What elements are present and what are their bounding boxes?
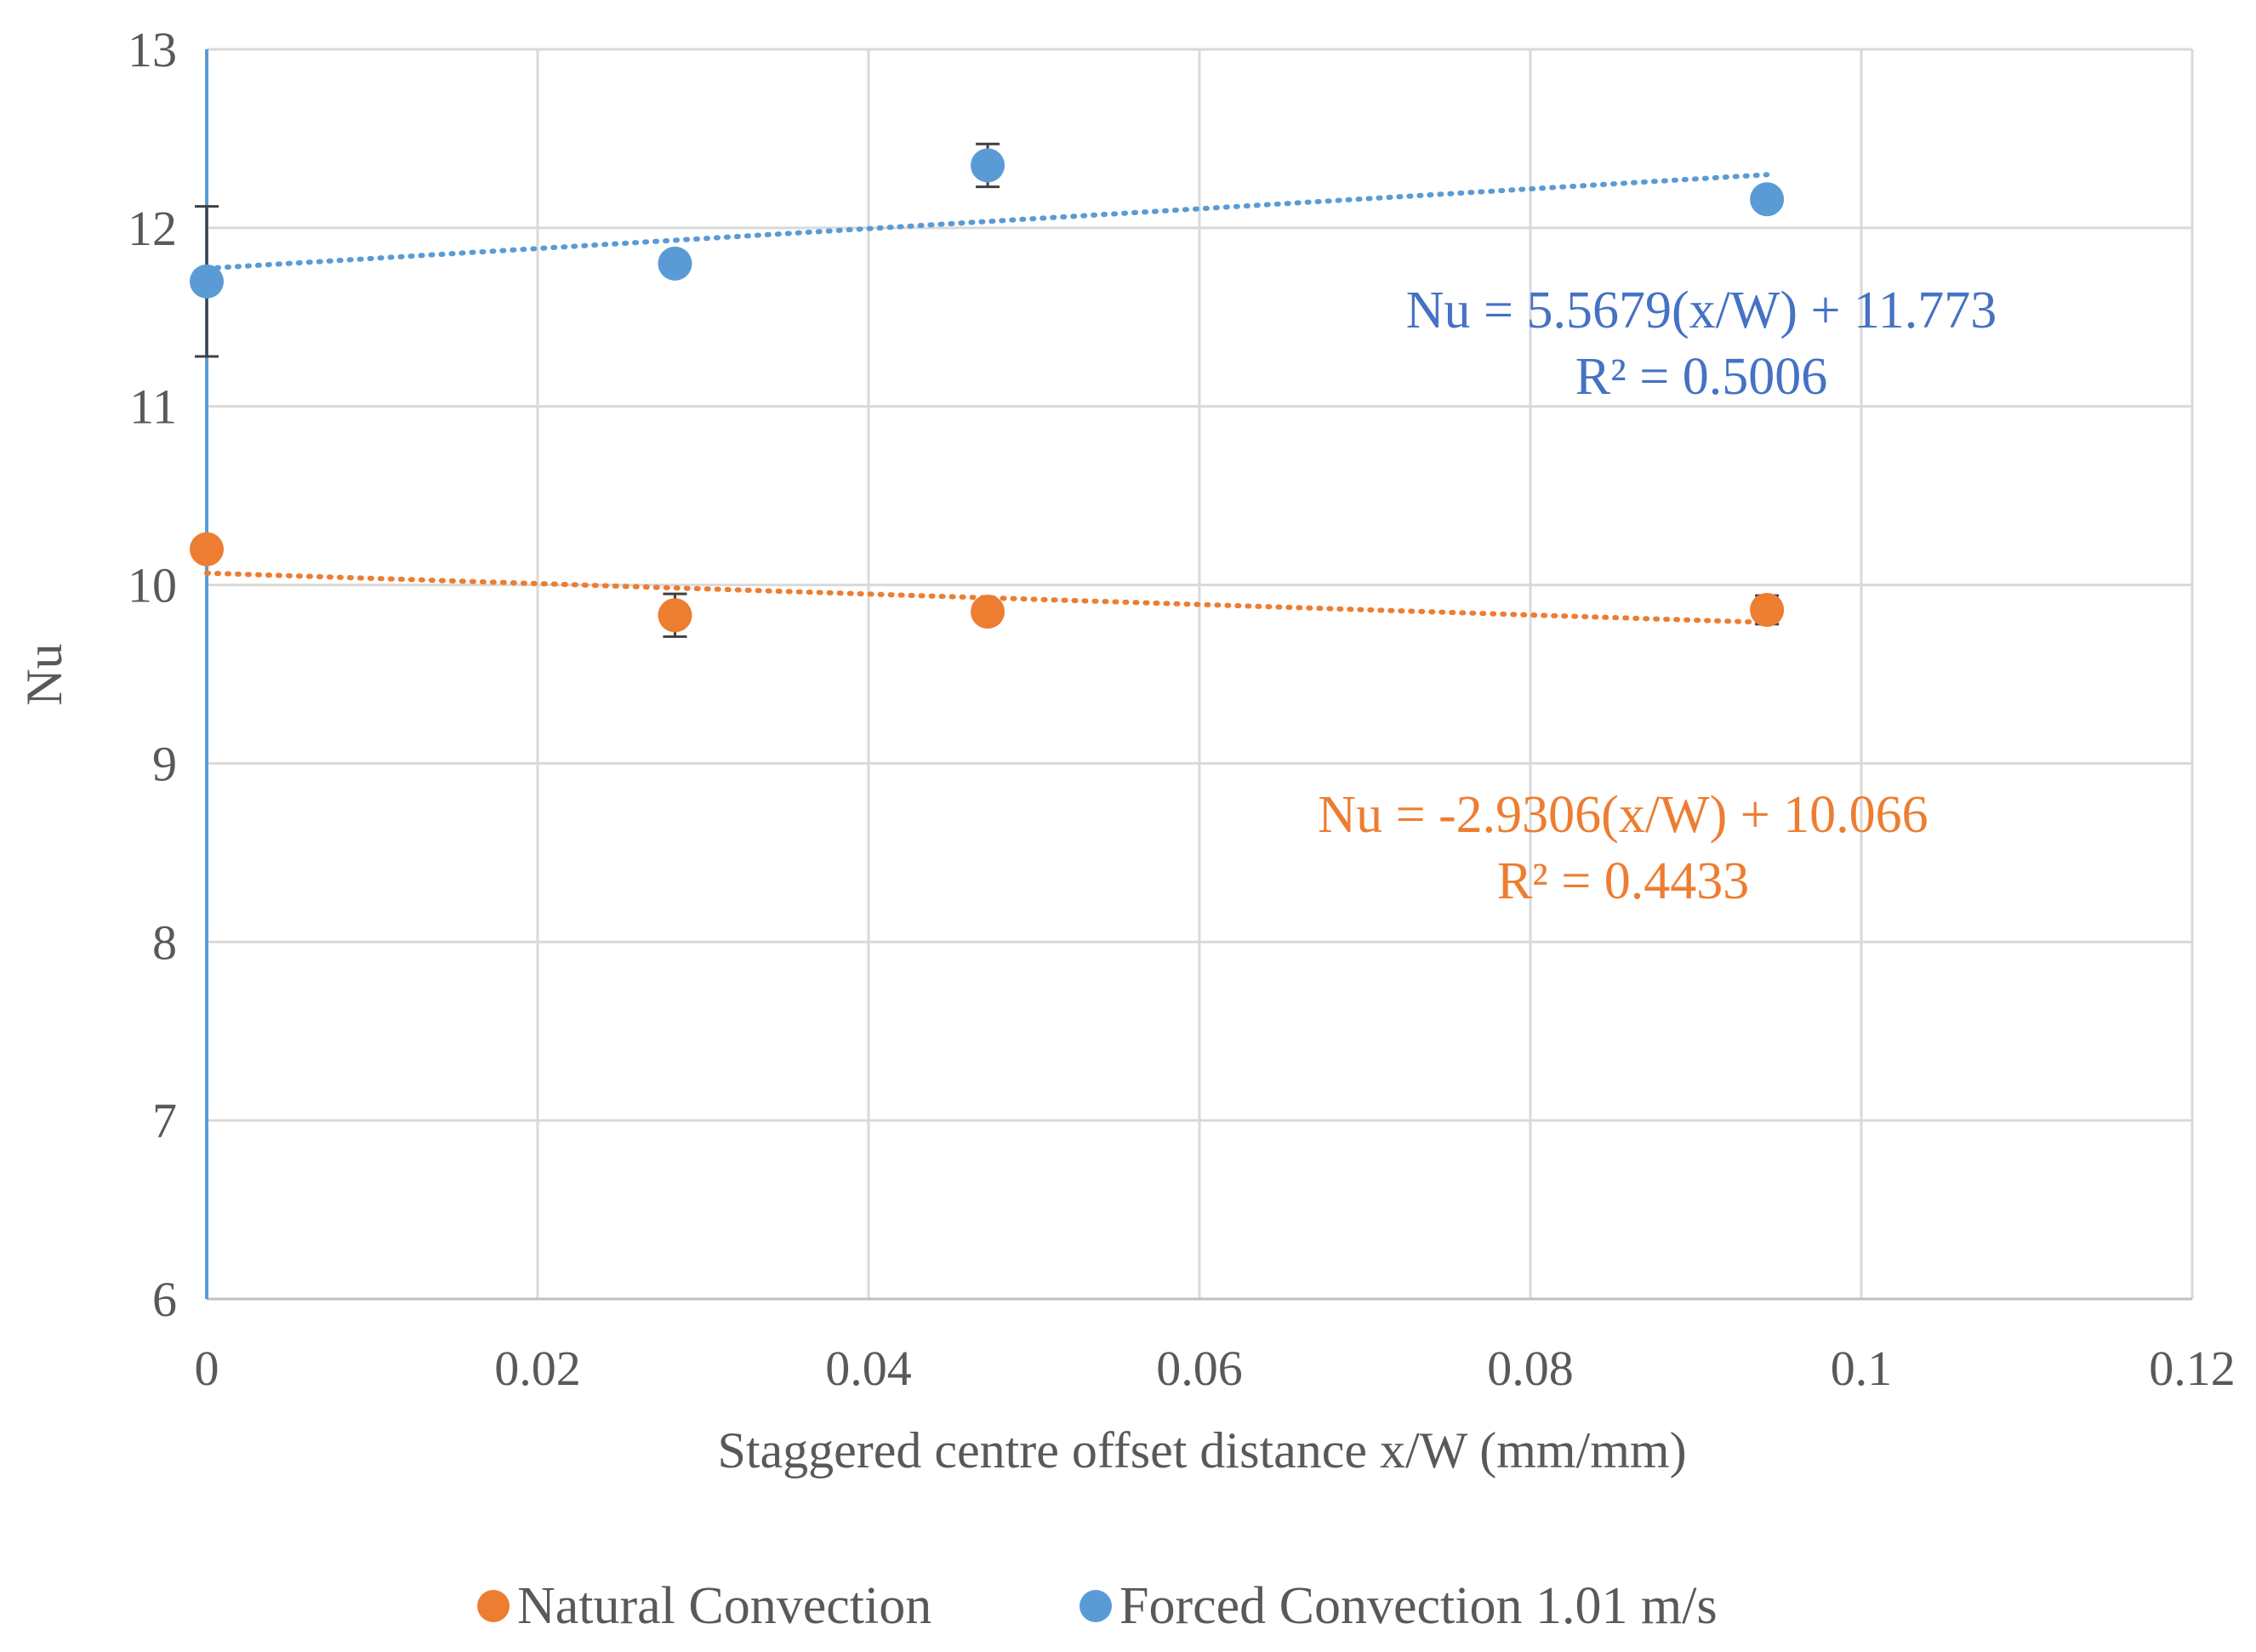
y-tick-label: 7 [152,1093,177,1148]
point-forced [971,148,1006,183]
point-forced [1750,182,1785,217]
data-points [190,148,1785,633]
point-natural [1750,592,1785,627]
x-tick-label: 0.1 [1831,1341,1893,1396]
y-tick-label: 6 [152,1272,177,1327]
x-tick-label: 0.12 [2149,1341,2236,1396]
y-tick-label: 9 [152,736,177,791]
legend: Natural Convection Forced Convection 1.0… [477,1577,1718,1635]
natural-r-squared-label: R² = 0.4433 [1497,852,1749,910]
x-tick-label: 0.02 [494,1341,581,1396]
trendlines [204,172,1770,625]
point-natural [971,595,1006,629]
forced-r-squared-label: R² = 0.5006 [1575,348,1827,406]
y-tick-label: 12 [128,201,177,256]
point-natural [658,598,692,633]
point-natural [190,532,224,567]
trendline-forced [204,172,1770,271]
forced-equation-label: Nu = 5.5679(x/W) + 11.773 [1406,282,1997,339]
y-tick-label: 8 [152,914,177,970]
legend-label-natural: Natural Convection [517,1577,931,1635]
legend-label-forced: Forced Convection 1.01 m/s [1119,1577,1718,1635]
y-axis-title: Nu [16,643,72,705]
legend-marker-forced [1080,1590,1112,1622]
y-tick-label: 11 [129,379,177,435]
y-tick-label: 10 [128,558,177,613]
x-tick-label: 0.04 [825,1341,912,1396]
tick-labels: 6 7 8 9 10 11 12 13 0 0.02 0.04 0.06 0.08 0.1 0.12 [128,22,2236,1396]
x-tick-label: 0 [195,1341,219,1396]
gridlines [207,48,2194,1301]
legend-marker-natural [477,1590,510,1622]
error-bars [195,142,1780,638]
point-forced [658,246,692,281]
x-tick-label: 0.06 [1156,1341,1243,1396]
y-tick-label: 13 [128,22,177,77]
x-tick-label: 0.08 [1487,1341,1574,1396]
x-axis-title: Staggered centre offset distance x/W (mm… [717,1422,1686,1478]
natural-equation-label: Nu = -2.9306(x/W) + 10.066 [1318,786,1928,844]
point-forced [190,264,224,299]
